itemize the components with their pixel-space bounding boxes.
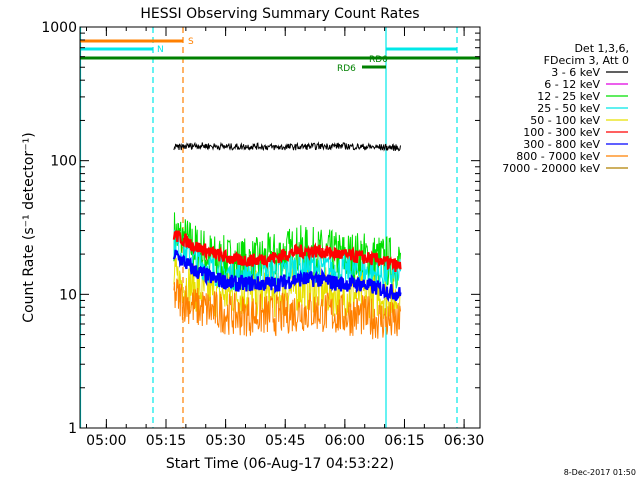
legend-label: 50 - 100 keV [530, 114, 600, 127]
x-tick-label: 06:00 [325, 433, 365, 449]
x-axis-label: Start Time (06-Aug-17 04:53:22) [166, 456, 394, 472]
series-line-100-300-kev [172, 230, 402, 272]
plot-lines-layer: S N RD0 RD6 [79, 27, 480, 428]
chart-title: HESSI Observing Summary Count Rates [140, 6, 419, 22]
legend-label: 7000 - 20000 keV [502, 162, 600, 175]
legend-label: 12 - 25 keV [537, 90, 600, 103]
series-line-800-7000-kev [173, 278, 401, 340]
legend-label: 6 - 12 keV [544, 78, 600, 91]
y-tick-label: 10 [59, 287, 77, 303]
annotation-label-s: S [188, 37, 194, 47]
axes-layer: 1 10 100 1000 05:00 05:15 05:30 05:45 06:00 06:15… [41, 20, 484, 449]
legend-label: 100 - 300 keV [523, 126, 600, 139]
legend-label: 25 - 50 keV [537, 102, 600, 115]
x-tick-label: 06:15 [384, 433, 424, 449]
x-tick-label: 05:15 [146, 433, 186, 449]
plot-frame [79, 26, 481, 429]
annotation-label-rd6: RD6 [337, 64, 356, 74]
series-line-3-6-kev [173, 141, 401, 152]
y-axis-label: Count Rate (s⁻¹ detector⁻¹) [21, 132, 37, 322]
y-tick-label: 1000 [41, 20, 77, 36]
legend-header-line: Det 1,3,6, [574, 42, 629, 55]
legend-header-line: FDecim 3, Att 0 [544, 54, 629, 67]
x-tick-label: 05:00 [86, 433, 126, 449]
x-tick-label: 06:30 [444, 433, 484, 449]
footer-date: 8-Dec-2017 01:50 [564, 468, 636, 477]
y-tick-label: 100 [50, 154, 77, 170]
annotation-label-rd0: RD0 [369, 55, 388, 65]
legend-label: 3 - 6 keV [551, 66, 600, 79]
x-tick-label: 05:45 [265, 433, 305, 449]
legend-label: 300 - 800 keV [523, 138, 600, 151]
annotation-label-n: N [157, 45, 164, 55]
series-line-300-800-kev [172, 249, 402, 302]
legend-label: 800 - 7000 keV [516, 150, 600, 163]
x-tick-label: 05:30 [205, 433, 245, 449]
y-tick-label: 1 [68, 421, 77, 437]
